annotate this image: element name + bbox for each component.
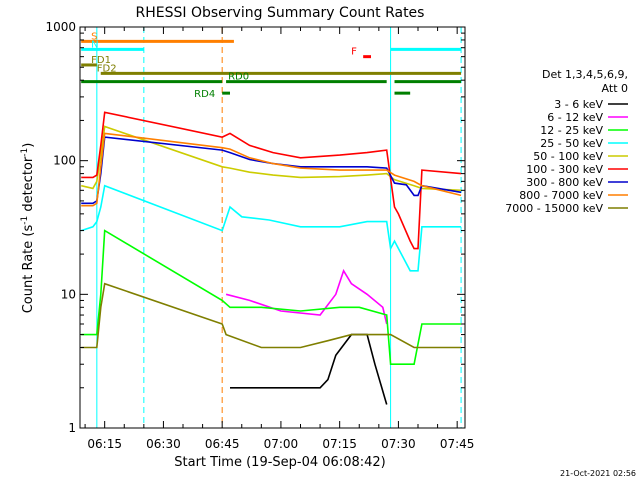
x-tick-label: 07:15 xyxy=(322,437,357,451)
legend-title-line-2: Att 0 xyxy=(602,82,628,95)
x-axis: 06:15 06:30 06:45 07:00 07:15 07:30 07:45 xyxy=(84,27,475,451)
y-tick-label: 10 xyxy=(61,287,76,301)
legend-label-25-50-kev: 25 - 50 keV xyxy=(540,137,603,150)
flag-rd0-label: RD0 xyxy=(228,72,249,83)
legend-label-12-25-kev: 12 - 25 keV xyxy=(540,124,603,137)
y-tick-label: 1 xyxy=(68,421,76,435)
series-100-300-kev xyxy=(81,111,462,250)
series-800-7000-kev xyxy=(81,132,462,207)
y-tick-label: 1000 xyxy=(45,20,76,34)
flag-fd1-label: FD1 xyxy=(91,55,111,66)
y-axis-label-sup1: -1 xyxy=(20,216,30,225)
y-axis-label-sup2: -1 xyxy=(20,148,30,157)
flag-s-label: S xyxy=(91,31,97,42)
flag-f-label: F xyxy=(351,47,357,58)
series-12-25-kev xyxy=(81,229,462,366)
y-axis-label-main: Count Rate (s xyxy=(21,225,36,314)
flag-n-label: N xyxy=(91,39,98,50)
legend-label-50-100-kev: 50 - 100 keV xyxy=(533,150,603,163)
series-50-100-kev xyxy=(81,125,462,192)
footer-timestamp: 21-Oct-2021 02:56 xyxy=(560,469,636,478)
legend-label-6-12-kev: 6 - 12 keV xyxy=(547,111,603,124)
x-axis-label: Start Time (19-Sep-04 06:08:42) xyxy=(174,455,385,470)
x-tick-label: 07:30 xyxy=(381,437,416,451)
legend-label-7000-15000-kev: 7000 - 15000 keV xyxy=(505,202,603,215)
flag-rd4-label: RD4 xyxy=(194,89,215,100)
y-axis: 1 10 100 1000 xyxy=(45,20,465,435)
flag-fd2-label: FD2 xyxy=(97,63,117,74)
legend-label-800-7000-kev: 800 - 7000 keV xyxy=(519,189,603,202)
x-tick-label: 06:30 xyxy=(146,437,181,451)
series-3-6-kev xyxy=(230,333,388,405)
x-tick-label: 07:45 xyxy=(440,437,475,451)
series-7000-15000-kev xyxy=(81,282,462,349)
y-axis-label-mid: detector xyxy=(21,156,36,216)
series-25-50-kev xyxy=(80,184,462,272)
y-axis-label: Count Rate (s-1 detector-1) xyxy=(20,143,36,314)
x-tick-label: 06:15 xyxy=(87,437,122,451)
legend-label-300-800-kev: 300 - 800 keV xyxy=(526,176,603,189)
plot-frame xyxy=(79,26,466,429)
legend-label-100-300-kev: 100 - 300 keV xyxy=(526,163,603,176)
series-6-12-kev xyxy=(225,268,388,325)
y-tick-label: 100 xyxy=(53,154,76,168)
legend-title-line-1: Det 1,3,4,5,6,9, xyxy=(542,68,628,81)
x-tick-label: 06:45 xyxy=(205,437,240,451)
chart-title: RHESSI Observing Summary Count Rates xyxy=(136,5,425,21)
series-lines xyxy=(80,111,462,405)
y-axis-label-end: ) xyxy=(21,143,36,148)
legend-label-3-6-kev: 3 - 6 keV xyxy=(554,98,603,111)
x-tick-label: 07:00 xyxy=(264,437,299,451)
